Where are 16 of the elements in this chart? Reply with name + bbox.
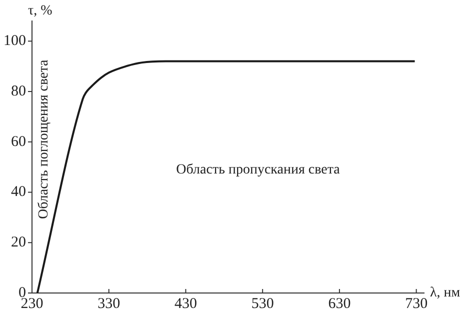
- y-tick-label: 20: [11, 234, 26, 251]
- y-tick-label: 100: [4, 33, 26, 50]
- x-tick-label: 630: [328, 296, 351, 312]
- x-axis-title: λ, нм: [430, 286, 460, 301]
- y-tick-label: 40: [11, 184, 26, 200]
- y-axis-title: τ, %: [28, 4, 53, 19]
- annotation: Область пропускания света: [176, 162, 341, 178]
- x-tick-label: 430: [174, 296, 197, 312]
- line-series: [36, 60, 416, 293]
- y-tick-label: 60: [11, 134, 26, 150]
- x-tick-label: 330: [98, 296, 120, 312]
- annotation: Область поглощения света: [36, 58, 52, 219]
- y-tick-label: 80: [11, 83, 26, 100]
- x-tick-label: 530: [251, 296, 274, 312]
- x-tick-label: 230: [20, 296, 44, 312]
- x-tick-label: 730: [405, 296, 428, 312]
